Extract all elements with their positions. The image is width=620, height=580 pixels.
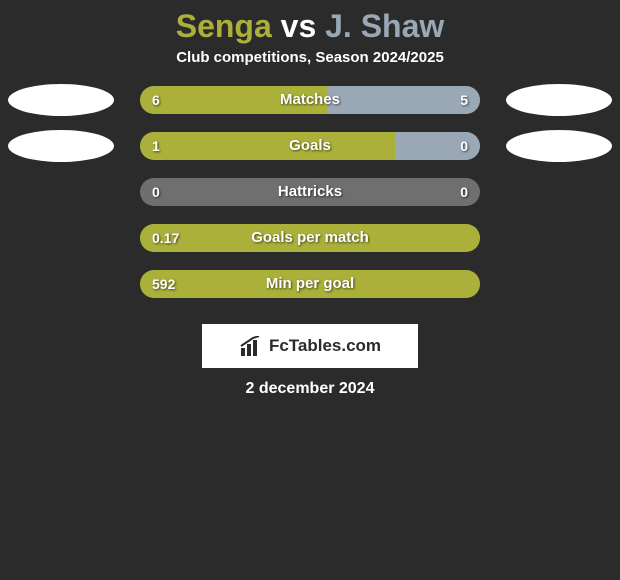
stat-label: Goals bbox=[140, 132, 480, 160]
stat-row: 0.17Goals per match bbox=[0, 224, 620, 270]
stat-row: 00Hattricks bbox=[0, 178, 620, 224]
stat-label: Hattricks bbox=[140, 178, 480, 206]
player1-badge-oval bbox=[8, 130, 114, 162]
stat-bar-track: 00Hattricks bbox=[140, 178, 480, 206]
stat-label: Goals per match bbox=[140, 224, 480, 252]
player1-name: Senga bbox=[176, 8, 272, 44]
stat-bar-track: 592Min per goal bbox=[140, 270, 480, 298]
stat-label: Matches bbox=[140, 86, 480, 114]
player2-name: J. Shaw bbox=[325, 8, 444, 44]
stat-row: 592Min per goal bbox=[0, 270, 620, 316]
stat-bar-track: 0.17Goals per match bbox=[140, 224, 480, 252]
stat-row: 10Goals bbox=[0, 132, 620, 178]
stat-label: Min per goal bbox=[140, 270, 480, 298]
logo-box: FcTables.com bbox=[202, 324, 418, 368]
stat-row: 65Matches bbox=[0, 86, 620, 132]
player2-badge-oval bbox=[506, 84, 612, 116]
date-text: 2 december 2024 bbox=[0, 380, 620, 398]
stat-rows-container: 65Matches 10Goals 00Hattricks 0.17Goals per… bbox=[0, 86, 620, 316]
chart-icon bbox=[239, 336, 263, 356]
stat-bar-track: 65Matches bbox=[140, 86, 480, 114]
stat-bar-track: 10Goals bbox=[140, 132, 480, 160]
player1-badge-oval bbox=[8, 84, 114, 116]
subtitle: Club competitions, Season 2024/2025 bbox=[0, 49, 620, 86]
player2-badge-oval bbox=[506, 130, 612, 162]
logo-text: FcTables.com bbox=[269, 336, 381, 356]
vs-text: vs bbox=[281, 8, 317, 44]
comparison-title: Senga vs J. Shaw bbox=[0, 0, 620, 49]
